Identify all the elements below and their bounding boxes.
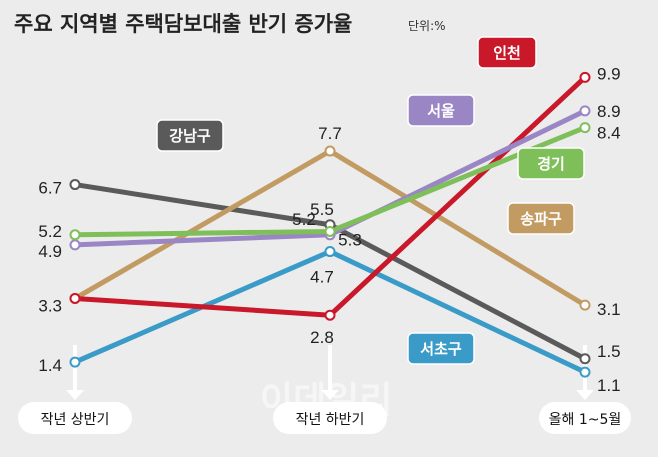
data-point [69, 356, 81, 368]
data-point [324, 145, 336, 157]
data-point [579, 366, 591, 378]
value-label: 1.4 [38, 356, 62, 375]
series-tag-label: 인천 [493, 44, 521, 62]
unit-label: 단위:% [408, 19, 446, 33]
data-point [69, 292, 81, 304]
data-point [579, 105, 591, 117]
data-point [579, 71, 591, 83]
value-label: 3.1 [597, 300, 621, 319]
series-tag-label: 경기 [537, 155, 565, 173]
value-label: 4.7 [310, 268, 334, 287]
category-pill [539, 402, 631, 434]
value-label: 8.9 [597, 102, 621, 121]
value-label: 7.7 [318, 124, 342, 143]
value-label: 9.9 [597, 64, 621, 83]
series-points [69, 71, 591, 378]
category-label: 올해 1~5월 [549, 412, 622, 428]
data-point [69, 179, 81, 191]
series-tag-box [517, 147, 585, 180]
chart-title: 주요 지역별 주택담보대출 반기 증가율 [14, 12, 352, 36]
data-point [579, 122, 591, 134]
category-pill [273, 402, 387, 434]
value-label: 4.9 [38, 242, 62, 261]
x-axis-arrows [66, 345, 594, 400]
series-tag-label: 송파구 [520, 210, 562, 228]
value-label: 5.2 [38, 222, 62, 241]
series-tag-box [477, 36, 537, 69]
value-label: 5.2 [292, 210, 316, 229]
data-point [579, 353, 591, 365]
value-label: 1.1 [597, 376, 621, 395]
axis-arrow-stem [328, 345, 332, 390]
axis-arrow-head [576, 390, 594, 400]
series-tag-box [507, 202, 575, 235]
data-point [324, 225, 336, 237]
series-tag-box [407, 94, 475, 127]
category-label: 작년 하반기 [296, 412, 365, 428]
series-tag-label: 서울 [427, 102, 455, 120]
series-tag-box [407, 332, 475, 365]
series-tag-label: 강남구 [169, 127, 211, 145]
value-label: 8.4 [597, 124, 621, 143]
data-point [69, 229, 81, 241]
x-axis-ticks: 작년 상반기 작년 하반기 올해 1~5월 [18, 402, 631, 434]
axis-arrow-head [66, 390, 84, 400]
value-label: 2.8 [310, 328, 334, 347]
value-label: 5.3 [338, 230, 362, 249]
data-labels: 6.75.51.53.37.73.11.44.71.12.89.94.95.28… [38, 64, 620, 395]
category-label: 작년 상반기 [41, 412, 110, 428]
value-label: 5.5 [310, 200, 334, 219]
axis-arrow-head [321, 390, 339, 400]
category-pill [18, 402, 132, 434]
series-tag-label: 서초구 [420, 340, 462, 358]
series-tag-box [156, 119, 224, 152]
value-label: 3.3 [38, 296, 62, 315]
data-point [69, 239, 81, 251]
data-point [324, 309, 336, 321]
value-label: 6.7 [38, 179, 62, 198]
value-label: 1.5 [597, 342, 621, 361]
data-point [324, 246, 336, 258]
data-point [579, 299, 591, 311]
